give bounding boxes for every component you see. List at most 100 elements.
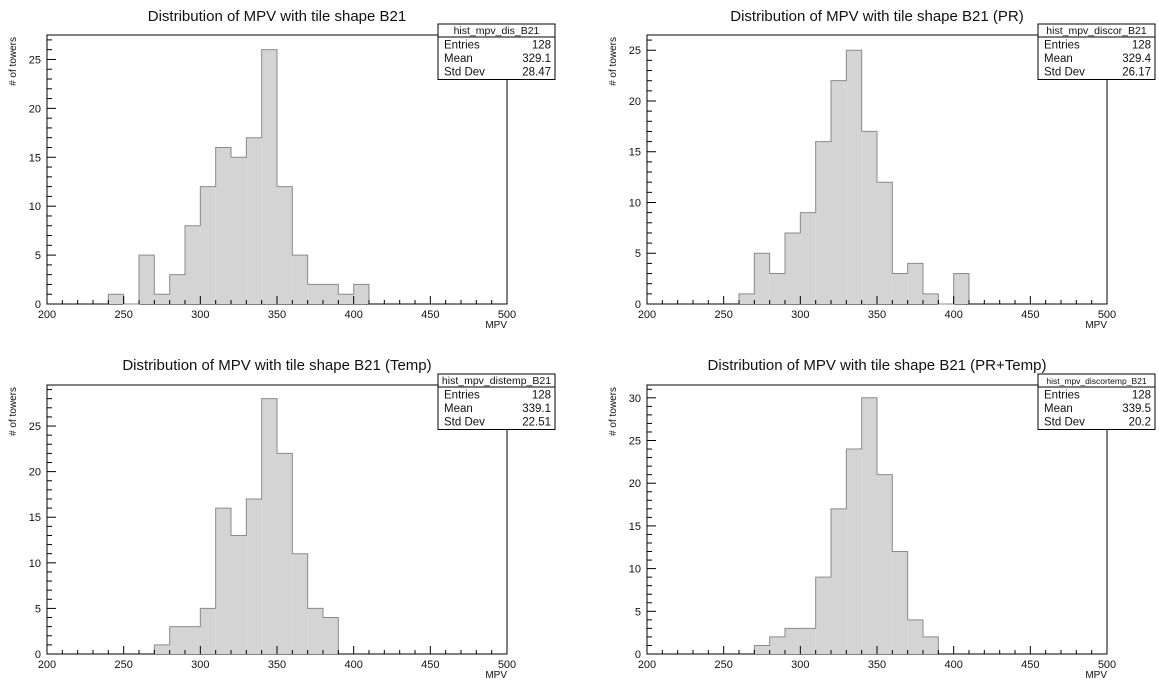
y-tick-label: 20: [29, 467, 41, 479]
x-tick-label: 400: [944, 309, 962, 321]
bar: [800, 628, 816, 654]
bar-group: [153, 398, 339, 654]
stats-name: hist_mpv_discortemp_B21: [1046, 376, 1146, 386]
stats-name: hist_mpv_distemp_B21: [442, 375, 551, 387]
bar-group: [753, 397, 939, 654]
bar: [154, 294, 170, 304]
stats-label-mean: Mean: [444, 403, 473, 415]
x-tick-label: 450: [1021, 659, 1039, 671]
chart-title: Distribution of MPV with tile shape B21: [148, 8, 406, 25]
bar: [815, 577, 831, 654]
histogram-outline: [738, 49, 970, 305]
bar: [139, 255, 155, 304]
y-axis: 0 5 10 15 20 25 # of towers: [8, 387, 56, 661]
x-tick-label: 250: [114, 659, 132, 671]
x-tick-label: 400: [944, 659, 962, 671]
stats-label-mean: Mean: [444, 53, 473, 65]
stats-box-frame: [437, 373, 556, 430]
bar: [815, 141, 831, 304]
bar: [877, 182, 893, 304]
chart-title: Distribution of MPV with tile shape B21 …: [122, 357, 431, 374]
x-tick-label: 250: [714, 309, 732, 321]
chart-title: Distribution of MPV with tile shape B21 …: [708, 357, 1047, 374]
stats-value-entries: 128: [1132, 40, 1151, 52]
x-tick-label: 300: [191, 309, 209, 321]
bar: [338, 294, 354, 304]
y-tick-label: 5: [35, 603, 41, 615]
bar: [892, 551, 908, 654]
bar: [831, 508, 847, 654]
x-tick-label: 500: [498, 659, 516, 671]
bar: [907, 619, 923, 654]
x-tick-label: 250: [714, 659, 732, 671]
bar: [323, 284, 339, 304]
x-tick-label: 250: [114, 309, 132, 321]
y-tick-label: 20: [29, 103, 41, 115]
stats-label-mean: Mean: [1044, 53, 1073, 65]
bar: [277, 186, 293, 304]
bar: [353, 284, 369, 304]
stats-label-entries: Entries: [1044, 40, 1080, 52]
histogram-outline: [153, 398, 339, 654]
stats-box-frame: [1037, 23, 1156, 80]
y-tick-label: 0: [35, 299, 41, 311]
stats-box: hist_mpv_distemp_B21 Entries 128 Mean 339.1 S…: [437, 373, 556, 430]
bar: [307, 608, 323, 654]
bar: [877, 474, 893, 654]
stats-label-std-dev: Std Dev: [1044, 67, 1085, 79]
bar: [169, 274, 185, 304]
bar: [785, 628, 801, 654]
x-tick-label: 350: [868, 309, 886, 321]
y-tick-label: 15: [629, 147, 641, 159]
y-tick-label: 15: [629, 521, 641, 533]
x-tick-label: 450: [1021, 309, 1039, 321]
bar: [861, 397, 877, 654]
stats-box-frame: [1037, 373, 1156, 430]
histogram-outline: [753, 397, 939, 654]
bar: [785, 232, 801, 304]
stats-label-std-dev: Std Dev: [444, 67, 485, 79]
bar: [769, 636, 785, 654]
x-tick-label: 500: [1098, 309, 1116, 321]
bar: [831, 80, 847, 304]
histogram-panel-1: Distribution of MPV with tile shape B21 2…: [8, 8, 556, 331]
y-axis: 0 5 10 15 20 25 # of towers: [608, 37, 656, 311]
bar: [231, 535, 247, 654]
bar: [215, 147, 231, 304]
bar: [307, 284, 323, 304]
y-tick-label: 25: [629, 436, 641, 448]
x-tick-label: 350: [868, 659, 886, 671]
y-tick-label: 15: [29, 512, 41, 524]
y-tick-label: 0: [35, 649, 41, 661]
stats-label-mean: Mean: [1044, 403, 1073, 415]
y-axis-label: # of towers: [608, 387, 619, 436]
bar: [861, 131, 877, 304]
y-tick-label: 25: [29, 421, 41, 433]
stats-label-entries: Entries: [444, 40, 480, 52]
x-tick-label: 500: [1098, 659, 1116, 671]
stats-label-std-dev: Std Dev: [1044, 417, 1085, 429]
bar: [185, 225, 201, 304]
bar: [754, 253, 770, 304]
x-tick-label: 200: [38, 659, 56, 671]
x-tick-label: 400: [344, 659, 362, 671]
y-tick-label: 25: [29, 54, 41, 66]
y-tick-label: 10: [629, 197, 641, 209]
y-tick-label: 10: [29, 201, 41, 213]
x-tick-label: 450: [421, 309, 439, 321]
bar: [769, 273, 785, 304]
y-tick-label: 0: [635, 649, 641, 661]
bar: [261, 49, 277, 304]
bar: [185, 626, 201, 654]
bar: [154, 644, 170, 654]
bar: [953, 273, 969, 304]
chart-title: Distribution of MPV with tile shape B21 …: [730, 8, 1023, 25]
bar-group: [107, 49, 370, 305]
y-tick-label: 15: [29, 152, 41, 164]
y-tick-label: 5: [35, 250, 41, 262]
stats-value-mean: 339.5: [1122, 403, 1151, 415]
